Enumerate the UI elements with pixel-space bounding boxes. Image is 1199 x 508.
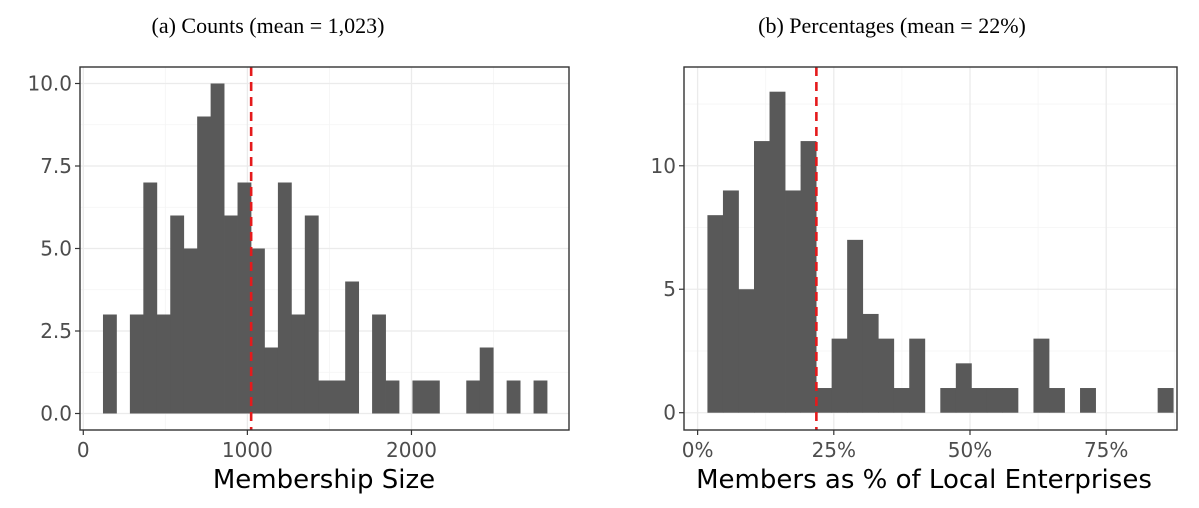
panel-a-bar-12 (264, 347, 279, 414)
panel-a-bar-21 (385, 380, 400, 414)
panel-b-bar-16 (955, 363, 972, 413)
panel-b-bar-10 (862, 313, 879, 413)
panel-b-bar-12 (893, 388, 910, 413)
panel-b-x-tick-label: 75% (1084, 438, 1128, 462)
panel-b-bar-24 (1080, 388, 1096, 413)
panel-b-y-tick-label: 5 (663, 277, 676, 301)
panel-a-bar-13 (277, 182, 292, 414)
panel-a-x-label: Membership Size (213, 465, 435, 495)
panel-a-y-tick-label: 5.0 (40, 237, 72, 261)
panel-b-bar-19 (1002, 388, 1019, 413)
panel-b-bar-18 (986, 388, 1003, 413)
panel-a-bar-16 (318, 380, 333, 414)
panel-b-x-axis: 0% 25% 50% 75% (682, 430, 1128, 462)
panel-b-bar-5 (785, 190, 801, 413)
panel-a-bar-14 (291, 314, 306, 414)
panel-b-x-tick-label: 25% (812, 438, 856, 462)
panel-b-bar-0 (707, 215, 724, 413)
panel-b-title: (b) Percentages (mean = 22%) (758, 13, 1026, 38)
panel-b-bar-2 (738, 289, 755, 413)
panel-b-y-tick-label: 0 (663, 401, 676, 425)
panel-a-x-tick-label: 0 (77, 438, 90, 462)
panel-b-y-axis: 0 5 10 (651, 154, 684, 425)
panel-a-bar-15 (304, 215, 319, 414)
panel-a-bar-4 (156, 314, 171, 414)
panel-a-bar-6 (183, 248, 198, 414)
panel-a-bar-32 (533, 380, 548, 414)
panel-a-y-tick-label: 7.5 (40, 154, 72, 178)
panel-a-bar-17 (331, 380, 346, 414)
panel-a-bar-7 (197, 116, 212, 414)
panel-b-x-label: Members as % of Local Enterprises (696, 465, 1152, 495)
panel-a-x-tick-label: 1000 (222, 438, 273, 462)
panel-a-bar-30 (506, 380, 521, 414)
panel-a-bar-28 (479, 347, 494, 414)
panel-a-bar-3 (143, 182, 158, 414)
panel-b-x-tick-label: 0% (682, 438, 714, 462)
panel-a-y-tick-label: 10.0 (27, 72, 72, 96)
panel-a-bar-2 (129, 314, 144, 414)
panel-a-bar-20 (372, 314, 386, 414)
panel-a-y-tick-label: 0.0 (40, 402, 72, 426)
panel-b-bar-6 (800, 141, 817, 413)
panel-b-bar-8 (831, 338, 848, 413)
panel-a-bar-24 (425, 380, 440, 414)
panel-b-bars (707, 91, 1174, 413)
panel-b-bar-17 (971, 388, 988, 413)
panel-b-bar-1 (722, 190, 739, 413)
panel-a-title: (a) Counts (mean = 1,023) (152, 13, 385, 38)
panel-a-bar-5 (170, 215, 185, 414)
panel-a-bars (102, 83, 548, 414)
panel-a-counts: (a) Counts (mean = 1,023) 0.0 2.5 5.0 7.5 10… (27, 13, 570, 495)
panel-b-bar-4 (769, 91, 786, 413)
panel-b-bar-21 (1033, 338, 1050, 413)
panel-b-percentages: (b) Percentages (mean = 22%) 0 5 10 0% 25% 5… (651, 13, 1178, 495)
panel-b-bar-29 (1157, 388, 1174, 413)
panel-a-bar-8 (210, 83, 225, 414)
panel-a-bar-9 (224, 215, 238, 414)
panel-b-bar-9 (847, 239, 864, 413)
panel-b-bar-15 (940, 388, 957, 413)
panel-a-x-axis: 0 1000 2000 (77, 430, 437, 462)
panel-a-y-tick-label: 2.5 (40, 319, 72, 343)
panel-b-bar-7 (816, 388, 833, 413)
panel-a-x-tick-label: 2000 (386, 438, 437, 462)
panel-a-bar-0 (102, 314, 117, 414)
panel-b-bar-22 (1048, 388, 1065, 413)
panel-a-bar-11 (250, 248, 265, 414)
panel-b-bar-13 (909, 338, 926, 413)
panel-b-bar-3 (754, 141, 770, 413)
panel-a-bar-23 (412, 380, 427, 414)
panel-b-y-tick-label: 10 (651, 154, 676, 178)
panel-a-y-axis: 0.0 2.5 5.0 7.5 10.0 (27, 72, 80, 426)
panel-a-bar-10 (237, 182, 252, 414)
panel-b-bar-11 (878, 338, 895, 413)
panel-a-bar-27 (466, 380, 481, 414)
panel-b-x-tick-label: 50% (948, 438, 992, 462)
panel-a-bar-18 (345, 281, 360, 414)
panel-b-frame (683, 66, 1178, 431)
